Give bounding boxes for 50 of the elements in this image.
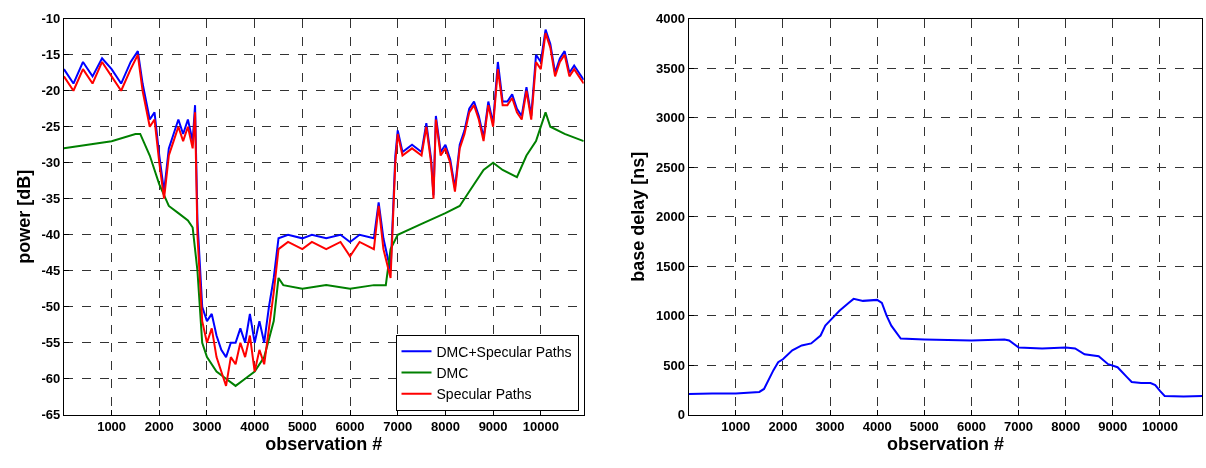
- legend-label: Specular Paths: [436, 386, 532, 403]
- x-tick-label: 10000: [1141, 419, 1179, 435]
- x-axis-title: observation #: [265, 434, 383, 455]
- x-tick-label: 1000: [97, 419, 127, 435]
- y-tick-label: -30: [41, 155, 61, 171]
- line-series: [63, 111, 584, 387]
- y-tick-label: 2000: [656, 209, 686, 225]
- x-tick-label: 7000: [1004, 419, 1034, 435]
- x-tick-label: 2000: [768, 419, 798, 435]
- x-tick-label: 5000: [287, 419, 317, 435]
- y-tick-label: -55: [41, 335, 61, 351]
- y-tick-label: 1000: [656, 308, 686, 324]
- line-series: [688, 297, 1203, 398]
- x-tick-label: 4000: [862, 419, 892, 435]
- x-tick-label: 6000: [335, 419, 365, 435]
- x-tick-label: 9000: [1098, 419, 1128, 435]
- x-tick-label: 5000: [909, 419, 939, 435]
- y-tick-label: 3500: [656, 60, 686, 76]
- y-axis-title: power [dB]: [13, 169, 34, 264]
- y-tick-label: 1500: [656, 258, 686, 274]
- x-tick-label: 7000: [383, 419, 413, 435]
- x-tick-label: 2000: [144, 419, 174, 435]
- y-tick-label: -50: [41, 299, 61, 315]
- y-tick-label: -20: [41, 83, 61, 99]
- y-tick-label: 4000: [656, 11, 686, 27]
- y-tick-label: -40: [41, 227, 61, 243]
- y-tick-label: -60: [41, 371, 61, 387]
- x-tick-label: 8000: [1051, 419, 1081, 435]
- y-tick-label: -25: [41, 119, 61, 135]
- y-tick-label: 0: [677, 407, 686, 423]
- x-tick-label: 4000: [240, 419, 270, 435]
- x-axis-title: observation #: [886, 434, 1005, 455]
- y-tick-label: -45: [41, 263, 61, 279]
- y-axis-title: base delay [ns]: [628, 151, 649, 282]
- y-tick-label: 500: [663, 357, 686, 373]
- x-tick-label: 9000: [478, 419, 508, 435]
- x-tick-label: 1000: [721, 419, 751, 435]
- y-tick-label: 3000: [656, 110, 686, 126]
- y-tick-label: -35: [41, 191, 61, 207]
- x-tick-label: 3000: [815, 419, 845, 435]
- x-tick-label: 6000: [956, 419, 986, 435]
- y-tick-label: -65: [41, 407, 61, 423]
- y-tick-label: -10: [41, 11, 61, 27]
- legend-label: DMC: [436, 365, 469, 381]
- x-tick-label: 8000: [430, 419, 460, 435]
- x-tick-label: 10000: [522, 419, 559, 435]
- legend-label: DMC+Specular Paths: [436, 343, 572, 360]
- y-tick-label: -15: [41, 47, 61, 63]
- x-tick-label: 3000: [192, 419, 222, 435]
- y-tick-label: 2500: [656, 159, 686, 175]
